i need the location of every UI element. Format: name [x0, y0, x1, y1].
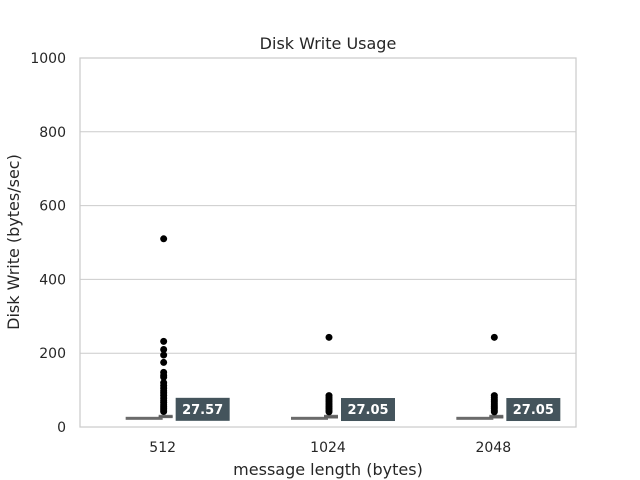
y-axis-title: Disk Write (bytes/sec)	[4, 154, 23, 330]
x-axis-title: message length (bytes)	[233, 460, 423, 479]
outlier-point	[490, 408, 498, 416]
outlier-point	[160, 337, 168, 345]
outlier-point	[490, 333, 498, 341]
y-tick-labels: 0 200 400 600 800 1000	[30, 51, 66, 436]
median-label-badge	[175, 397, 230, 421]
outlier-point	[160, 373, 168, 381]
outlier-point	[325, 408, 333, 416]
x-tick-label: 1024	[310, 440, 346, 456]
box-group-2048: 2048 27.05	[456, 333, 561, 456]
outlier-point	[160, 351, 168, 359]
box-body-left	[125, 416, 163, 420]
y-tick-label: 1000	[30, 51, 66, 67]
x-tick-label: 2048	[476, 440, 512, 456]
outlier-point	[160, 358, 168, 366]
plot-frame	[79, 57, 577, 428]
y-tick-label: 800	[39, 125, 66, 141]
outlier-point	[160, 346, 168, 354]
outlier-point	[160, 235, 168, 243]
median-label: 27.05	[347, 403, 388, 418]
median-label-badge	[341, 398, 395, 422]
box-body-left	[291, 416, 328, 420]
outlier-point	[325, 333, 333, 341]
box-group-512: 512 27.57	[125, 235, 230, 456]
y-tick-label: 200	[39, 346, 66, 362]
median-label: 27.57	[182, 403, 223, 418]
box-body-left	[456, 416, 494, 420]
y-tick-label: 0	[57, 420, 66, 436]
median-label: 27.05	[513, 403, 554, 418]
outlier-point	[160, 408, 168, 416]
grid-lines	[80, 57, 576, 428]
y-tick-label: 400	[39, 272, 66, 288]
y-tick-label: 600	[39, 199, 66, 215]
box-group-1024: 1024 27.05	[291, 333, 395, 456]
median-label-badge	[506, 398, 561, 422]
chart-title: Disk Write Usage	[260, 34, 397, 53]
x-tick-label: 512	[149, 440, 176, 456]
boxes: 512 27.57 1024 27.05 2048 27.05	[125, 235, 561, 456]
